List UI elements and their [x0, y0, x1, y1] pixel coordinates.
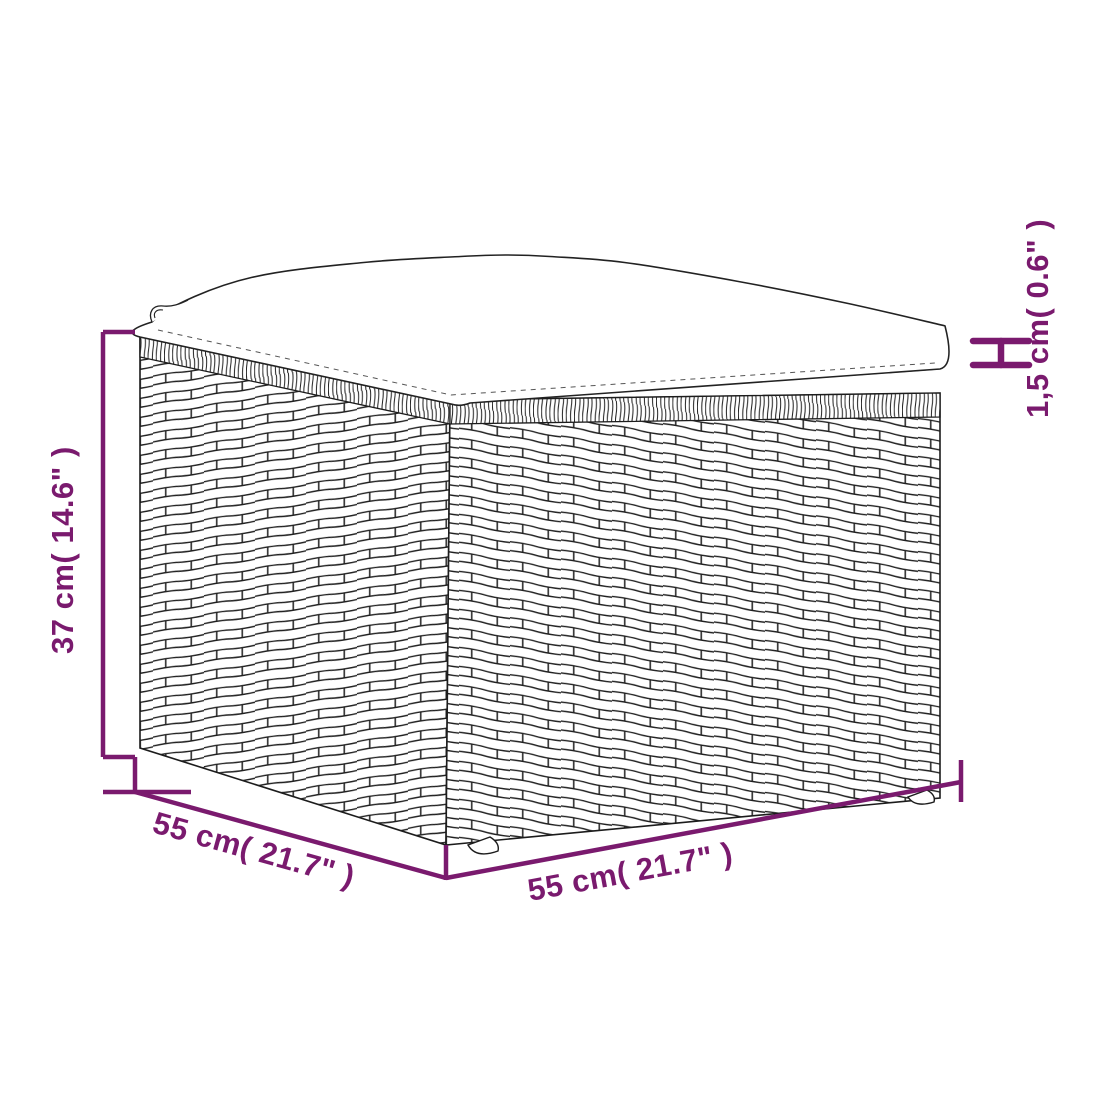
svg-text:37 cm( 14.6" ): 37 cm( 14.6" ) — [45, 446, 80, 654]
svg-text:1,5 cm( 0.6" ): 1,5 cm( 0.6" ) — [1020, 219, 1055, 418]
svg-text:55 cm( 21.7" ): 55 cm( 21.7" ) — [149, 805, 359, 894]
svg-text:55 cm( 21.7" ): 55 cm( 21.7" ) — [525, 835, 736, 907]
